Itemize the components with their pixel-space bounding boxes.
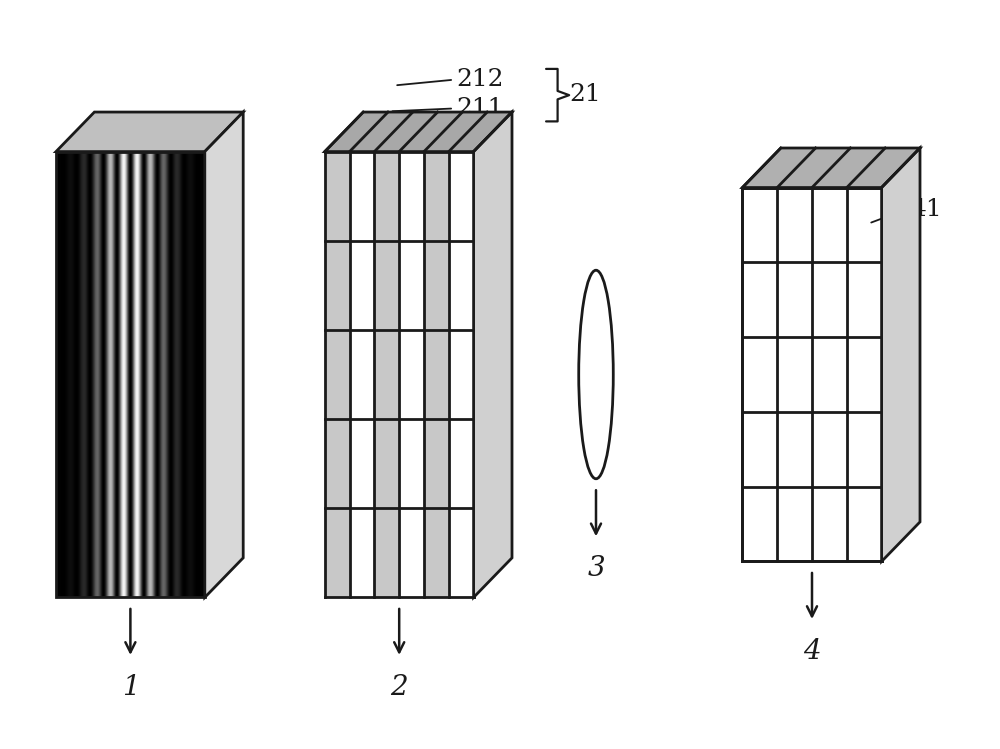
Polygon shape xyxy=(882,148,920,562)
Text: 41: 41 xyxy=(910,198,942,221)
Polygon shape xyxy=(374,151,399,598)
Polygon shape xyxy=(325,112,512,151)
Polygon shape xyxy=(474,112,512,598)
Text: 3: 3 xyxy=(587,555,605,582)
Polygon shape xyxy=(56,112,243,151)
Ellipse shape xyxy=(579,270,613,479)
Polygon shape xyxy=(742,148,920,187)
Polygon shape xyxy=(424,151,449,598)
Polygon shape xyxy=(350,151,374,598)
Polygon shape xyxy=(325,151,350,598)
Polygon shape xyxy=(742,187,882,562)
Text: 211: 211 xyxy=(457,97,504,120)
Text: 2: 2 xyxy=(390,673,408,700)
Text: 21: 21 xyxy=(569,83,601,106)
Polygon shape xyxy=(399,151,424,598)
Text: 4: 4 xyxy=(803,637,821,664)
Text: 212: 212 xyxy=(457,68,504,91)
Polygon shape xyxy=(449,151,474,598)
Text: 1: 1 xyxy=(122,673,139,700)
Polygon shape xyxy=(205,112,243,598)
